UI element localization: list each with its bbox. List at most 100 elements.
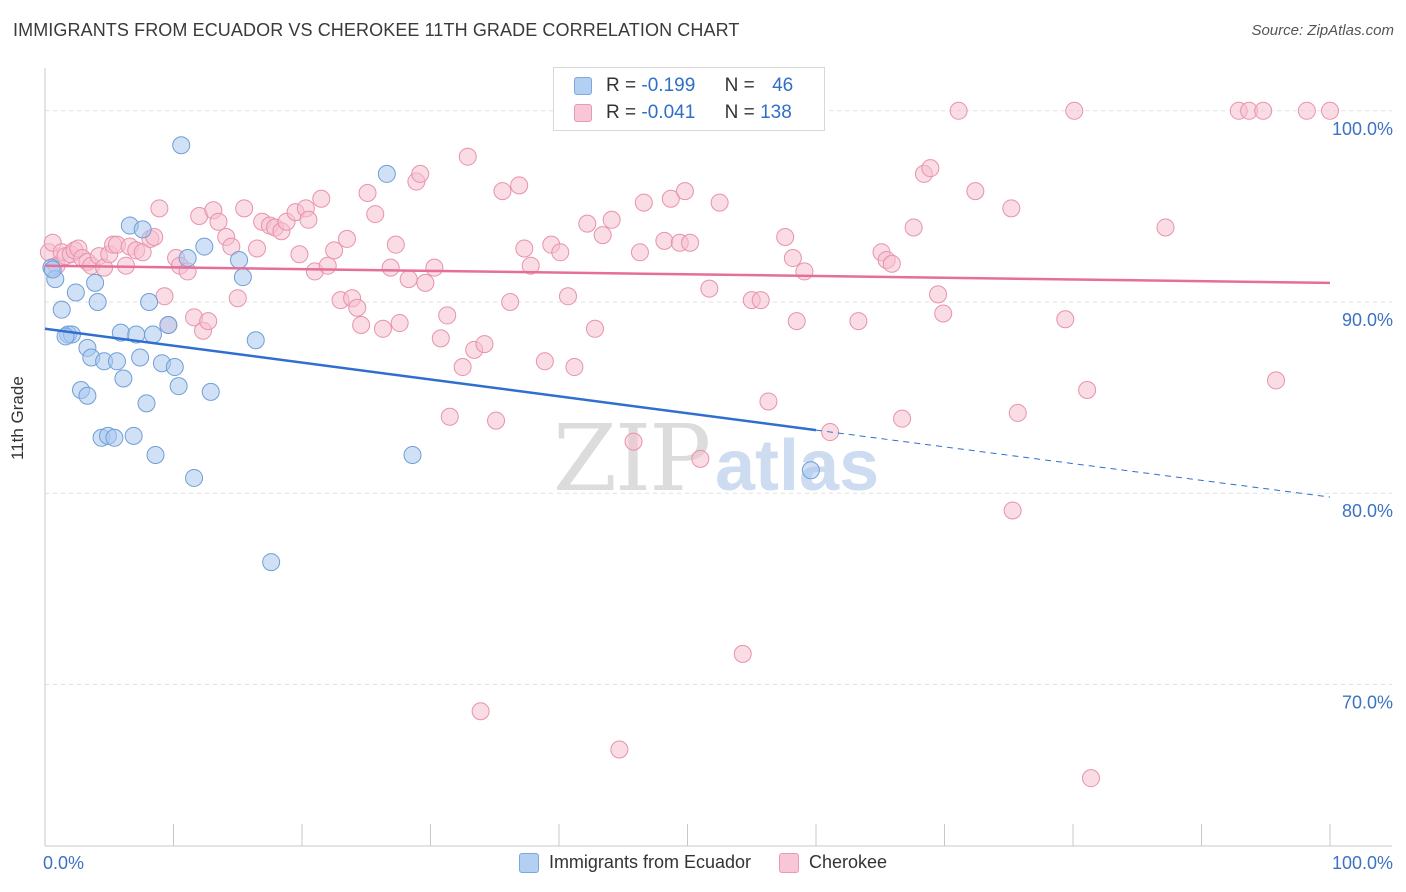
series-legend-cherokee[interactable]: Cherokee xyxy=(779,852,887,873)
trend-lines xyxy=(44,264,1331,498)
chart-title: IMMIGRANTS FROM ECUADOR VS CHEROKEE 11TH… xyxy=(13,20,740,40)
cherokee-point-91 xyxy=(624,432,643,451)
cherokee-point-53 xyxy=(337,229,356,248)
ecuador-point-11 xyxy=(88,293,107,312)
ecuador-point-35 xyxy=(195,237,214,256)
ecuador-point-25 xyxy=(140,293,159,312)
cherokee-point-50 xyxy=(318,256,337,275)
cherokee-point-106 xyxy=(759,392,778,411)
cherokee-point-102 xyxy=(710,193,729,212)
ecuador-point-18 xyxy=(114,369,133,388)
cherokee-point-67 xyxy=(425,258,444,277)
ecuador-point-36 xyxy=(201,382,220,401)
legend-r-value-cherokee: -0.041 xyxy=(641,102,696,123)
watermark: ZIP atlas xyxy=(553,405,879,512)
ecuador-point-34 xyxy=(185,468,204,487)
ecuador-point-39 xyxy=(246,331,265,350)
cherokee-point-62 xyxy=(390,314,409,333)
cherokee-point-55 xyxy=(348,298,367,317)
cherokee-point-37 xyxy=(235,199,254,218)
x-tick-label-max: 100.0% xyxy=(1332,853,1393,873)
cherokee-point-59 xyxy=(373,319,392,338)
cherokee-point-88 xyxy=(593,226,612,245)
ecuador-point-22 xyxy=(131,348,150,367)
cherokee-point-99 xyxy=(681,233,700,252)
cherokee-point-116 xyxy=(893,409,912,428)
cherokee-point-61 xyxy=(386,235,405,254)
cherokee-point-74 xyxy=(475,335,494,354)
cherokee-point-121 xyxy=(934,304,953,323)
series-legend: Immigrants from Ecuador Cherokee xyxy=(0,852,1406,873)
y-tick-label-100: 100.0% xyxy=(1332,119,1393,139)
series-legend-ecuador[interactable]: Immigrants from Ecuador xyxy=(518,852,751,873)
cherokee-point-108 xyxy=(783,249,802,268)
ecuador-point-38 xyxy=(233,268,252,287)
ecuador-point-29 xyxy=(159,315,178,334)
cherokee-point-96 xyxy=(661,189,680,208)
legend-r-label: R = xyxy=(606,102,637,123)
cherokee-point-57 xyxy=(358,184,377,203)
trend-ecuador-extension xyxy=(815,429,1331,498)
cherokee-point-83 xyxy=(551,243,570,262)
cherokee-points xyxy=(39,101,1339,788)
cherokee-point-95 xyxy=(655,231,674,250)
cherokee-point-139 xyxy=(458,147,477,166)
ecuador-point-20 xyxy=(124,426,143,445)
ecuador-point-2 xyxy=(52,300,71,319)
cherokee-point-109 xyxy=(787,312,806,331)
watermark-zip: ZIP xyxy=(553,405,709,512)
cherokee-point-58 xyxy=(366,205,385,224)
cherokee-point-68 xyxy=(431,329,450,348)
ecuador-point-8 xyxy=(78,386,97,405)
stats-legend: R = -0.199 N = 46 R = -0.041 N = 138 xyxy=(553,67,825,131)
cherokee-point-80 xyxy=(521,256,540,275)
legend-n-value-ecuador: 46 xyxy=(772,75,794,96)
cherokee-point-101 xyxy=(700,279,719,298)
cherokee-point-66 xyxy=(416,273,435,292)
cherokee-point-73 xyxy=(471,702,490,721)
cherokee-point-65 xyxy=(411,164,430,183)
grid-lines xyxy=(45,110,1392,685)
ecuador-point-24 xyxy=(137,394,156,413)
cherokee-point-124 xyxy=(1002,199,1021,218)
cherokee-point-69 xyxy=(438,306,457,325)
legend-n-label: N = xyxy=(724,75,755,96)
cherokee-point-120 xyxy=(929,285,948,304)
cherokee-point-129 xyxy=(1078,380,1097,399)
y-tick-label-80: 80.0% xyxy=(1342,501,1393,521)
cherokee-point-115 xyxy=(882,254,901,273)
legend-row-ecuador: R = -0.199 N = 46 xyxy=(574,74,793,98)
watermark-atlas: atlas xyxy=(715,426,879,506)
cherokee-point-125 xyxy=(1008,403,1027,422)
cherokee-point-128 xyxy=(1065,101,1084,120)
series-name-cherokee: Cherokee xyxy=(809,852,888,872)
ecuador-points xyxy=(42,136,820,572)
ecuador-point-33 xyxy=(178,249,197,268)
cherokee-point-31 xyxy=(199,312,218,331)
cherokee-point-22 xyxy=(150,199,169,218)
cherokee-point-75 xyxy=(487,411,506,430)
ecuador-point-30 xyxy=(165,358,184,377)
legend-row-cherokee: R = -0.041 N = 138 xyxy=(574,101,792,125)
cherokee-point-87 xyxy=(585,319,604,338)
ecuador-point-43 xyxy=(801,461,820,480)
cherokee-point-112 xyxy=(849,312,868,331)
trend-ecuador xyxy=(44,327,817,432)
cherokee-point-51 xyxy=(325,241,344,260)
cherokee-point-98 xyxy=(675,182,694,201)
cherokee-point-84 xyxy=(558,287,577,306)
ecuador-point-16 xyxy=(107,352,126,371)
ecuador-point-44 xyxy=(43,260,62,279)
cherokee-point-134 xyxy=(1254,101,1273,120)
series-name-ecuador: Immigrants from Ecuador xyxy=(548,852,751,872)
cherokee-point-19 xyxy=(133,243,152,262)
series-swatch-cherokee xyxy=(779,852,799,873)
cherokee-point-93 xyxy=(634,193,653,212)
ecuador-point-10 xyxy=(86,273,105,292)
cherokee-point-100 xyxy=(691,449,710,468)
cherokee-point-117 xyxy=(904,218,923,237)
cherokee-point-127 xyxy=(1056,310,1075,329)
cherokee-point-119 xyxy=(921,159,940,178)
cherokee-point-76 xyxy=(493,182,512,201)
